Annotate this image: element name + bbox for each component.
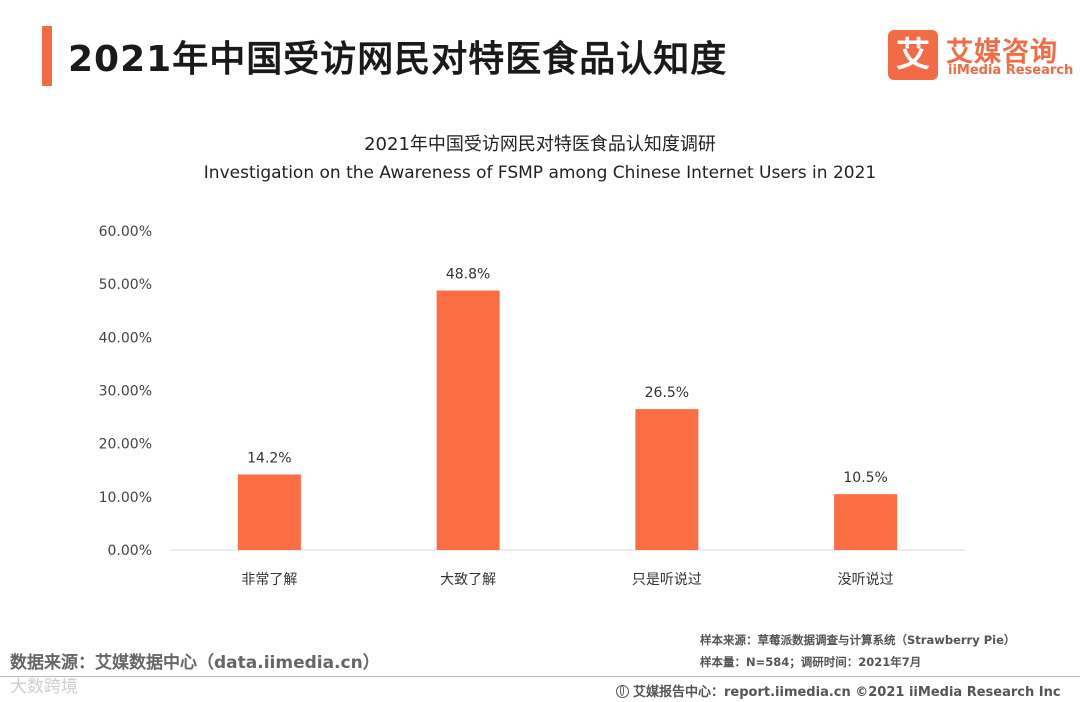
logo-name-en: iiMedia Research [948, 63, 1074, 78]
y-tick-label: 20.00% [99, 437, 152, 453]
y-tick-label: 50.00% [99, 277, 152, 293]
logo-name-cn: 艾媒咨询 [946, 37, 1058, 68]
x-tick-label: 大致了解 [440, 572, 496, 588]
footer-credit: 艾媒报告中心：report.iimedia.cn ©2021 iiMedia R… [616, 681, 1061, 700]
logo-mark: 艾 [888, 30, 938, 80]
y-tick-label: 40.00% [99, 330, 152, 346]
bar [635, 409, 699, 550]
x-tick-label: 非常了解 [241, 572, 297, 588]
bar [237, 474, 301, 550]
iimedia-logo: 艾 艾媒咨询 iiMedia Research [888, 30, 1073, 82]
x-tick-label: 只是听说过 [632, 572, 702, 588]
chart-subtitle: Investigation on the Awareness of FSMP a… [203, 163, 877, 183]
bar [436, 290, 500, 550]
y-tick-label: 30.00% [99, 384, 152, 400]
sample-source: 样本来源：草莓派数据调查与计算系统（Strawberry Pie） [700, 633, 1016, 647]
title-accent-bar [42, 26, 52, 86]
y-tick-label: 10.00% [99, 490, 152, 506]
footer-credit-text: 艾媒报告中心：report.iimedia.cn ©2021 iiMedia R… [633, 685, 1061, 700]
x-tick-label: 没听说过 [838, 572, 894, 588]
watermark: 大数跨境 [10, 677, 78, 697]
globe-icon [616, 685, 629, 698]
bar [834, 494, 898, 550]
data-label: 14.2% [247, 451, 291, 467]
y-tick-label: 0.00% [108, 543, 152, 559]
page-title: 2021年中国受访网民对特医食品认知度 [68, 39, 728, 80]
footer-divider [0, 676, 1080, 677]
data-label: 48.8% [446, 267, 490, 283]
y-tick-label: 60.00% [99, 224, 152, 240]
data-label: 10.5% [843, 470, 887, 486]
data-label: 26.5% [645, 385, 689, 401]
sample-size: 样本量：N=584；调研时间：2021年7月 [700, 655, 922, 669]
data-source: 数据来源：艾媒数据中心（data.iimedia.cn） [10, 653, 380, 673]
chart-title: 2021年中国受访网民对特医食品认知度调研 [364, 134, 716, 155]
